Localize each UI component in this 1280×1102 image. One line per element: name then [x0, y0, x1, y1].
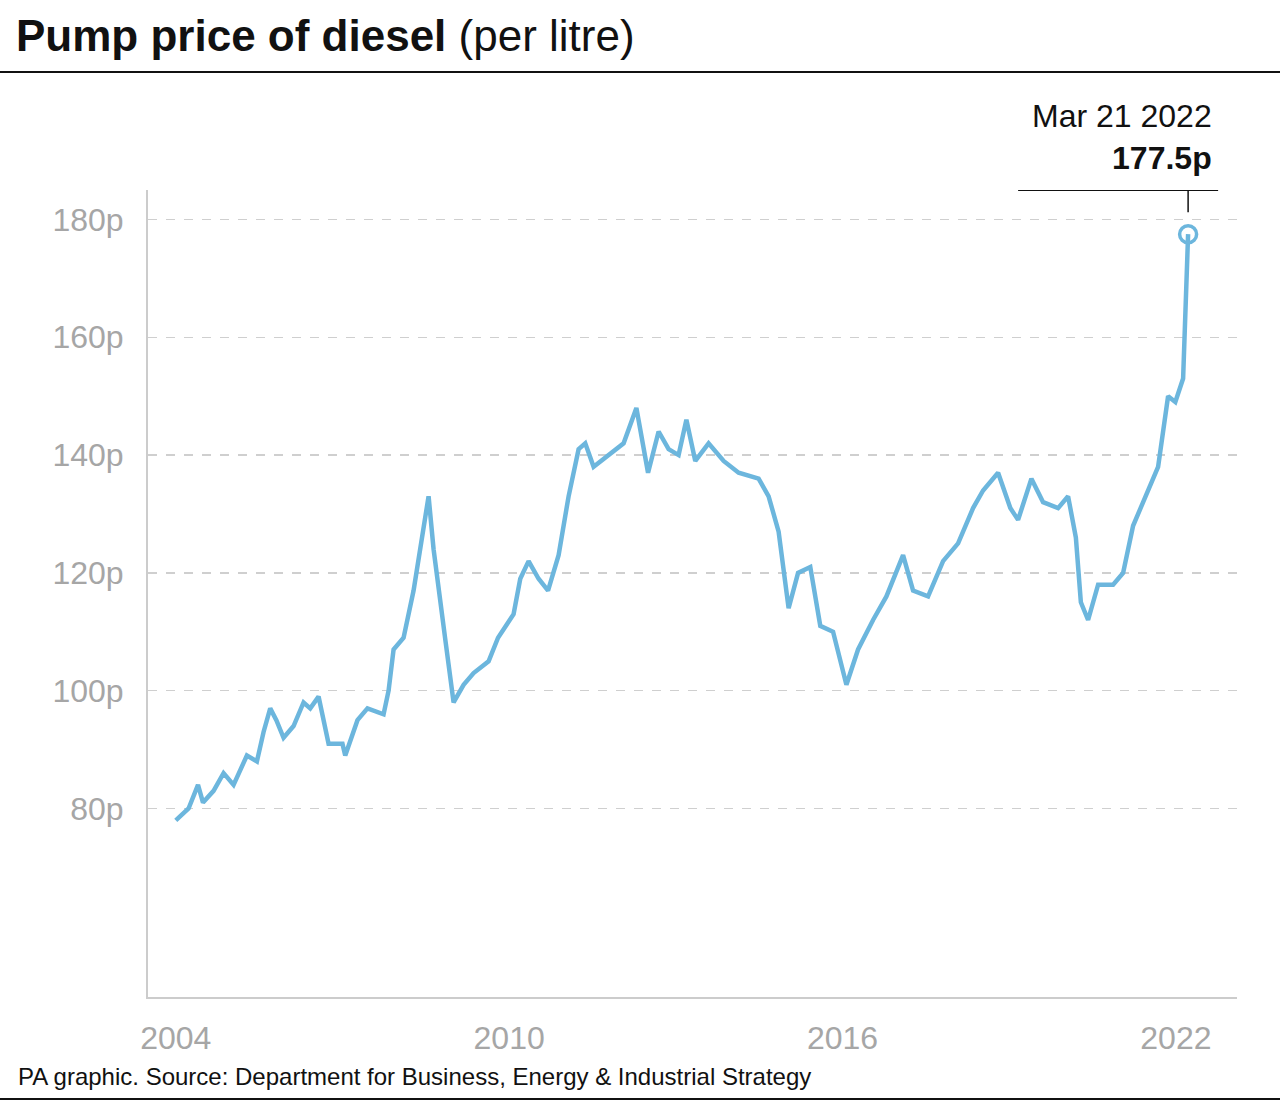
svg-text:2022: 2022: [1140, 1020, 1211, 1056]
svg-text:Mar 21 2022177.5p: Mar 21 2022177.5p: [1032, 98, 1212, 176]
svg-text:120p: 120p: [52, 555, 123, 591]
svg-text:180p: 180p: [52, 202, 123, 238]
svg-text:2016: 2016: [807, 1020, 878, 1056]
svg-text:2010: 2010: [474, 1020, 545, 1056]
svg-text:100p: 100p: [52, 673, 123, 709]
svg-text:160p: 160p: [52, 319, 123, 355]
svg-text:Pump price of diesel (per litr: Pump price of diesel (per litre): [16, 11, 635, 60]
svg-text:140p: 140p: [52, 437, 123, 473]
svg-text:PA graphic. Source: Department: PA graphic. Source: Department for Busin…: [18, 1063, 811, 1090]
svg-text:2004: 2004: [140, 1020, 211, 1056]
svg-text:80p: 80p: [70, 791, 123, 827]
